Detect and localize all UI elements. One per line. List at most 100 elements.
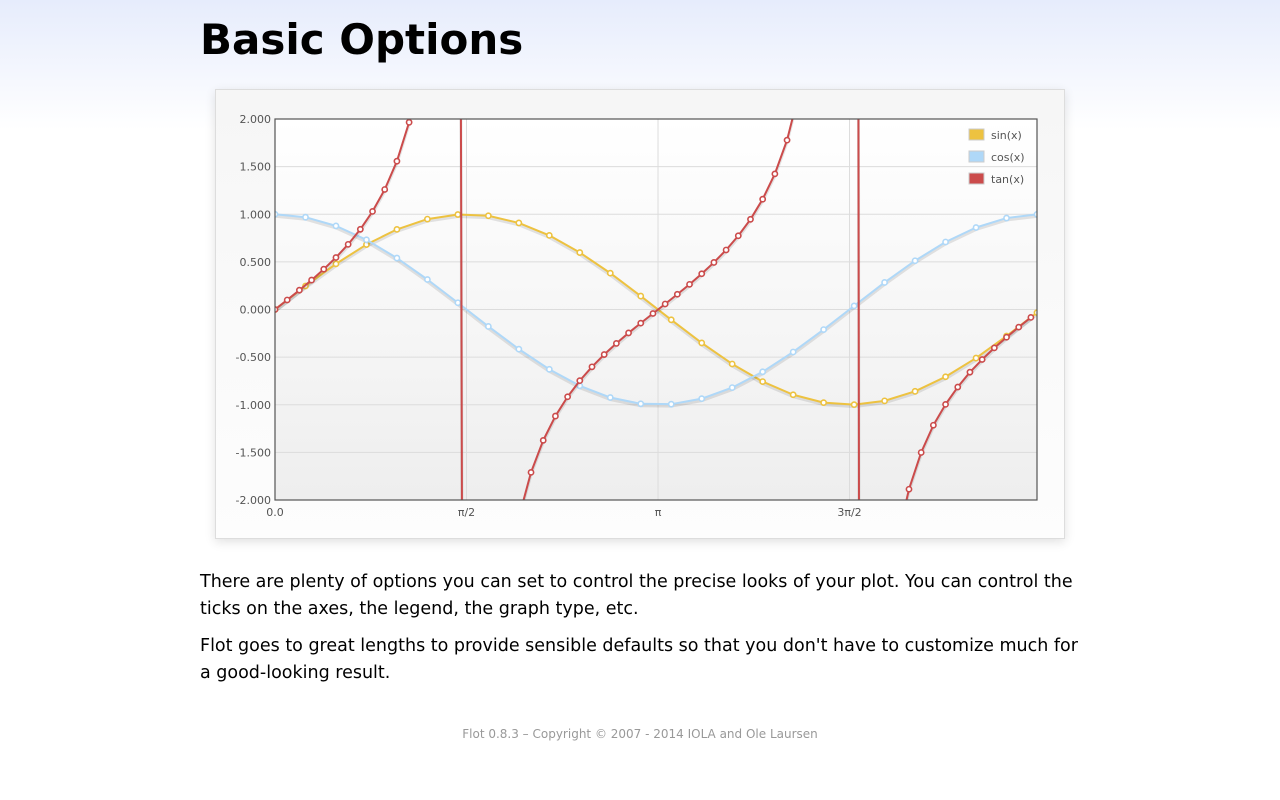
data-point xyxy=(990,344,998,352)
data-point xyxy=(637,400,645,408)
data-point xyxy=(283,296,291,304)
data-point xyxy=(942,238,949,246)
data-point xyxy=(978,356,986,363)
data-point xyxy=(911,387,919,395)
data-point xyxy=(942,400,949,408)
data-point xyxy=(393,254,401,262)
x-tick-label: π/2 xyxy=(458,506,475,519)
data-point xyxy=(545,231,553,239)
data-point xyxy=(789,391,797,399)
data-point xyxy=(637,292,645,300)
data-point xyxy=(332,260,340,268)
data-point xyxy=(1015,323,1023,331)
legend-label: tan(x) xyxy=(991,173,1024,186)
data-point xyxy=(942,373,949,381)
data-point xyxy=(545,365,553,373)
legend-swatch xyxy=(968,172,985,185)
data-point xyxy=(820,399,828,407)
data-point xyxy=(917,449,925,456)
data-point xyxy=(552,412,559,420)
data-point xyxy=(606,269,614,277)
data-point xyxy=(759,368,767,376)
data-point xyxy=(393,157,401,165)
data-point xyxy=(576,249,584,256)
data-point xyxy=(929,421,937,429)
data-point xyxy=(686,280,693,288)
data-point xyxy=(966,368,974,376)
data-point xyxy=(667,316,675,324)
data-point xyxy=(539,436,547,444)
data-point xyxy=(881,397,888,405)
chart: -2.000 -1.500 -1.000 -0.500 0.000 0.500 1.000 1… xyxy=(236,90,1038,520)
data-point xyxy=(972,354,980,362)
legend-swatch xyxy=(968,128,985,141)
y-tick-label: 2.000 xyxy=(240,113,272,126)
y-tick-label: 1.500 xyxy=(240,161,272,174)
data-point xyxy=(972,224,980,231)
plot-border xyxy=(274,118,1038,501)
chart-container: -2.000 -1.500 -1.000 -0.500 0.000 0.500 1.000 1… xyxy=(215,89,1065,539)
data-point xyxy=(1033,210,1037,218)
x-tick-label: 3π/2 xyxy=(837,506,861,519)
data-point xyxy=(612,340,620,347)
data-point xyxy=(564,393,572,401)
x-tick-label: 0.0 xyxy=(266,506,284,519)
data-point xyxy=(911,257,919,265)
data-point xyxy=(759,195,767,203)
data-point xyxy=(344,240,352,248)
data-point xyxy=(393,225,401,233)
data-point xyxy=(747,215,754,223)
y-tick-label: -1.000 xyxy=(236,399,271,412)
data-point xyxy=(625,329,632,337)
data-point xyxy=(381,186,389,193)
data-point xyxy=(698,270,706,278)
data-point xyxy=(454,299,462,307)
legend-label: cos(x) xyxy=(991,151,1025,164)
data-point xyxy=(516,515,521,520)
data-point xyxy=(369,207,376,215)
data-point xyxy=(515,345,523,353)
data-point xyxy=(606,394,614,401)
data-point xyxy=(881,279,888,286)
data-point xyxy=(783,136,791,144)
data-point xyxy=(600,351,608,358)
page-title: Basic Options xyxy=(200,15,524,64)
data-point xyxy=(789,348,797,356)
legend-swatch xyxy=(968,150,985,163)
data-point xyxy=(698,395,706,403)
data-point xyxy=(588,363,596,371)
data-point xyxy=(673,290,681,298)
data-point xyxy=(728,384,736,392)
data-point xyxy=(515,219,523,227)
data-point xyxy=(1003,214,1010,222)
data-point xyxy=(728,360,736,368)
data-point xyxy=(484,323,492,330)
data-point xyxy=(698,339,706,347)
data-point xyxy=(850,401,858,409)
legend-label: sin(x) xyxy=(991,129,1022,142)
data-point xyxy=(320,265,328,273)
data-point xyxy=(710,259,718,266)
data-point xyxy=(797,90,802,94)
header: Basic Options xyxy=(200,14,523,66)
data-point xyxy=(905,485,913,493)
data-point xyxy=(295,286,303,294)
data-point xyxy=(759,378,767,386)
y-tick-label: -0.500 xyxy=(236,351,271,364)
data-point xyxy=(423,276,431,283)
y-tick-label: -2.000 xyxy=(236,494,271,507)
data-point xyxy=(850,302,858,310)
x-tick-label: π xyxy=(655,506,662,519)
data-point xyxy=(484,212,492,220)
data-point xyxy=(527,468,535,476)
plot-area xyxy=(275,90,1037,520)
line-shadow xyxy=(275,214,1037,408)
data-point xyxy=(332,254,340,261)
data-point xyxy=(1003,333,1010,341)
paragraph: There are plenty of options you can set … xyxy=(200,572,1073,619)
data-point xyxy=(363,236,370,244)
series-line xyxy=(275,213,1037,406)
data-point xyxy=(954,383,962,391)
